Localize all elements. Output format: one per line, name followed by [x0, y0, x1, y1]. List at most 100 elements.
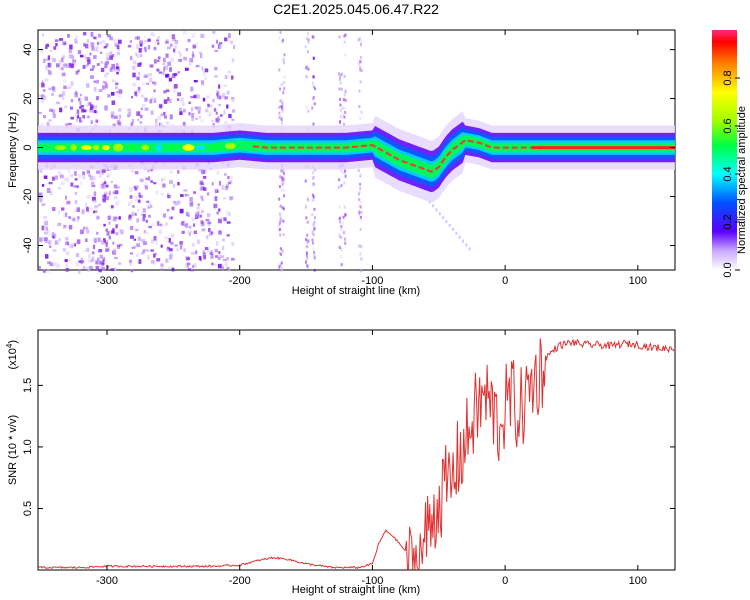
noise-speck: [63, 79, 66, 84]
noise-speck: [305, 257, 308, 261]
noise-speck: [136, 44, 139, 49]
noise-speck: [42, 269, 46, 273]
noise-speck: [306, 197, 309, 201]
noise-speck: [148, 176, 151, 181]
noise-speck: [109, 55, 114, 60]
noise-speck: [50, 57, 54, 60]
noise-speck: [115, 62, 119, 67]
noise-speck: [89, 104, 94, 109]
noise-speck: [106, 57, 110, 61]
noise-speck: [76, 109, 80, 115]
noise-speck: [40, 98, 44, 104]
noise-speck: [72, 59, 76, 63]
noise-speck: [62, 248, 67, 252]
noise-speck: [77, 216, 80, 220]
noise-speck: [344, 33, 347, 37]
noise-speck: [147, 202, 152, 206]
noise-speck: [279, 227, 282, 231]
noise-speck: [282, 207, 285, 211]
noise-speck: [44, 58, 48, 61]
noise-speck: [130, 122, 134, 127]
noise-speck: [62, 64, 66, 67]
noise-speck: [153, 81, 157, 86]
noise-speck: [163, 90, 167, 94]
noise-speck: [206, 95, 211, 99]
noise-speck: [154, 252, 157, 256]
noise-speck: [153, 33, 156, 37]
noise-speck: [445, 220, 448, 224]
noise-speck: [136, 243, 141, 248]
noise-speck: [200, 33, 205, 38]
noise-speck: [48, 240, 52, 245]
noise-speck: [231, 97, 235, 103]
noise-speck: [75, 41, 78, 44]
noise-speck: [179, 244, 183, 250]
noise-speck: [218, 42, 223, 45]
noise-speck: [63, 85, 67, 90]
noise-speck: [206, 249, 210, 253]
noise-speck: [194, 106, 199, 110]
noise-speck: [304, 45, 307, 49]
noise-speck: [339, 103, 342, 107]
noise-speck: [82, 65, 86, 69]
noise-speck: [86, 170, 90, 174]
noise-speck: [100, 61, 104, 64]
noise-speck: [458, 235, 461, 239]
noise-speck: [218, 44, 223, 49]
noise-speck: [169, 254, 173, 260]
noise-speck: [218, 208, 221, 212]
snr-y-tick-label: 1.0: [22, 439, 34, 454]
noise-speck: [312, 171, 315, 175]
ridge-blob: [81, 145, 92, 150]
noise-speck: [214, 49, 219, 52]
noise-speck: [103, 178, 106, 183]
noise-speck: [99, 254, 103, 259]
noise-speck: [138, 47, 142, 53]
noise-speck: [183, 189, 188, 192]
noise-speck: [169, 252, 174, 257]
noise-speck: [100, 183, 105, 189]
ridge-blob: [101, 144, 110, 151]
noise-speck: [76, 219, 79, 222]
noise-speck: [198, 214, 202, 218]
noise-speck: [185, 211, 190, 217]
noise-speck: [114, 80, 118, 84]
noise-speck: [55, 43, 58, 47]
noise-speck: [134, 36, 139, 40]
noise-speck: [80, 105, 85, 108]
noise-speck: [188, 101, 191, 105]
noise-speck: [210, 250, 213, 254]
noise-speck: [228, 212, 231, 216]
noise-speck: [188, 232, 191, 237]
noise-speck: [311, 193, 314, 197]
noise-speck: [47, 55, 50, 61]
noise-speck: [142, 216, 146, 222]
noise-speck: [221, 93, 226, 99]
noise-speck: [438, 212, 441, 216]
noise-speck: [130, 96, 134, 99]
noise-speck: [358, 89, 361, 93]
noise-speck: [339, 108, 342, 112]
noise-speck: [131, 118, 135, 123]
noise-speck: [60, 67, 64, 71]
noise-speck: [113, 216, 117, 222]
noise-speck: [107, 265, 110, 269]
noise-speck: [52, 249, 57, 252]
noise-speck: [207, 227, 211, 232]
noise-speck: [342, 215, 345, 219]
noise-speck: [95, 119, 99, 123]
noise-speck: [339, 81, 342, 85]
ridge-blob: [127, 144, 138, 151]
noise-speck: [68, 259, 72, 263]
noise-speck: [304, 179, 307, 183]
noise-speck: [93, 87, 97, 92]
noise-speck: [178, 58, 183, 62]
noise-speck: [210, 231, 214, 235]
noise-speck: [217, 95, 222, 100]
noise-speck: [140, 107, 143, 111]
noise-speck: [113, 184, 118, 189]
noise-speck: [105, 184, 109, 188]
noise-speck: [224, 74, 229, 78]
noise-speck: [78, 97, 81, 102]
noise-speck: [65, 262, 68, 268]
